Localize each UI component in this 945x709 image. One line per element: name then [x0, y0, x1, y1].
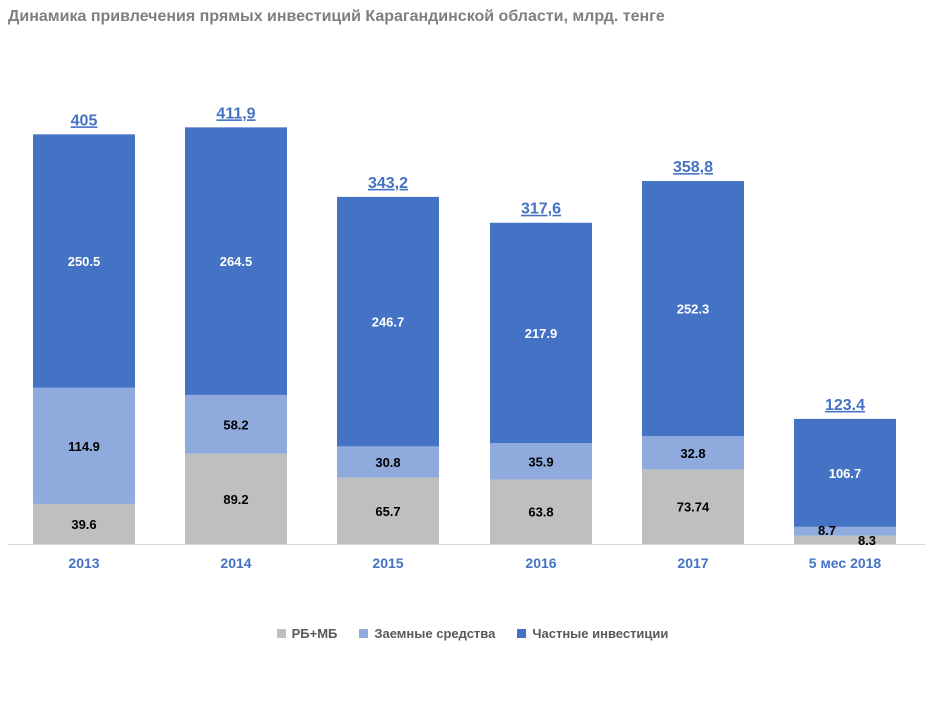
bar-segment: [337, 196, 439, 447]
legend-label-zaem: Заемные средства: [374, 626, 496, 641]
legend-swatch-zaem: [359, 629, 369, 638]
bar-segment: [490, 222, 592, 444]
legend-item-zaem: Заемные средства: [359, 626, 495, 641]
data-label: 250.5: [68, 254, 101, 269]
category-label: 2016: [525, 555, 556, 571]
bar-segment: [642, 181, 744, 437]
legend-swatch-rb-mb: [276, 629, 286, 638]
chart-title: Динамика привлечения прямых инвестиций К…: [8, 8, 665, 25]
data-label: 264.5: [220, 254, 253, 269]
data-label: 58.2: [223, 417, 248, 432]
category-label: 2014: [220, 555, 251, 571]
category-label: 5 мес 2018: [809, 555, 882, 571]
category-label: 2015: [372, 555, 403, 571]
data-label: 8.7: [818, 523, 836, 538]
data-label: 35.9: [528, 454, 553, 469]
data-label: 8.3: [858, 533, 876, 548]
bar-segment: [33, 387, 135, 504]
data-label: 65.7: [375, 504, 400, 519]
bar-segment: [185, 394, 287, 454]
bar-segment: [337, 446, 439, 478]
bar-segment: [642, 436, 744, 470]
data-label: 39.6: [71, 517, 96, 532]
data-label: 89.2: [223, 492, 248, 507]
bar-segment: [185, 127, 287, 395]
data-label: 246.7: [372, 315, 405, 330]
data-label: 32.8: [680, 446, 705, 461]
data-label: 217.9: [525, 326, 558, 341]
legend-swatch-private: [517, 629, 527, 638]
total-label: 317,6: [521, 201, 561, 218]
legend-item-rb-mb: РБ+МБ: [276, 626, 338, 641]
bar-segment: [185, 453, 287, 544]
bar-segment: [33, 134, 135, 388]
data-label: 73.74: [677, 500, 710, 515]
total-label: 123.4: [825, 397, 865, 414]
total-label: 411,9: [216, 105, 255, 122]
category-label: 2017: [677, 555, 708, 571]
bar-segment: [794, 535, 896, 544]
legend-item-private: Частные инвестиции: [517, 626, 668, 641]
stacked-bar-chart: 39.6 114.9 250.5 405 2013 89.2 58.2 264.5 411,9 2…: [8, 105, 925, 571]
data-label: 106.7: [829, 466, 862, 481]
total-label: 358,8: [673, 159, 713, 176]
data-label: 30.8: [375, 455, 400, 470]
data-label: 252.3: [677, 302, 710, 317]
legend-label-rb-mb: РБ+МБ: [291, 626, 338, 641]
total-label: 405: [71, 112, 98, 129]
total-label: 343,2: [368, 175, 408, 192]
category-label: 2013: [68, 555, 99, 571]
bar-segment: [490, 443, 592, 480]
data-label: 63.8: [528, 505, 553, 520]
bar-segment: [490, 479, 592, 544]
bar-segment: [794, 418, 896, 527]
bar-segment: [794, 526, 896, 536]
legend-label-private: Частные инвестиции: [532, 626, 669, 641]
bar-segment: [337, 477, 439, 544]
bar-segment: [33, 503, 135, 544]
legend: РБ+МБ Заемные средства Частные инвестици…: [0, 626, 945, 641]
data-label: 114.9: [68, 439, 100, 454]
bar-segment: [642, 469, 744, 544]
